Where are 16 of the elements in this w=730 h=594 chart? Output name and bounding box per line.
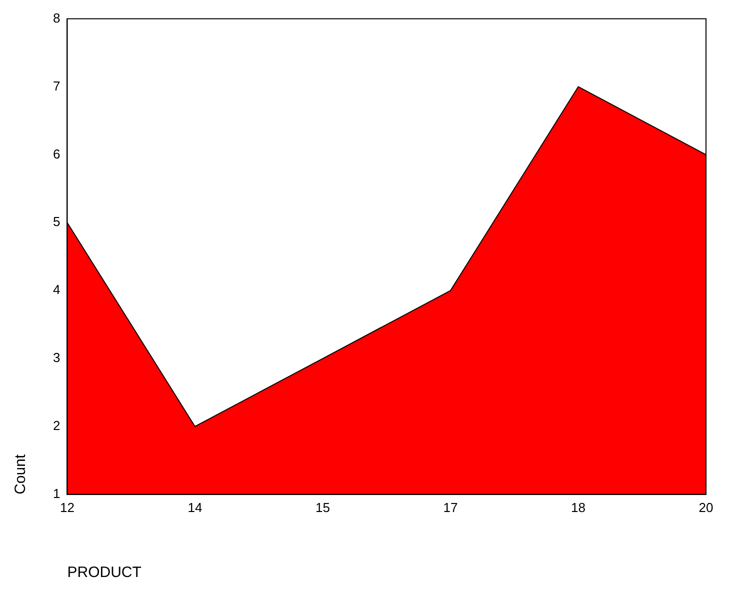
y-axis-title: Count xyxy=(12,454,30,494)
y-tick-label: 6 xyxy=(52,146,60,162)
y-tick-label: 5 xyxy=(52,214,60,230)
y-tick-label: 2 xyxy=(52,418,60,434)
y-tick-label: 7 xyxy=(52,78,60,94)
x-tick-label: 20 xyxy=(698,500,714,515)
x-tick-label: 17 xyxy=(443,500,458,515)
x-tick-label: 14 xyxy=(188,500,202,515)
y-tick-label: 8 xyxy=(52,10,60,26)
x-tick-label: 12 xyxy=(60,500,74,515)
y-tick-label: 3 xyxy=(52,350,60,366)
x-axis-title: PRODUCT xyxy=(67,564,142,582)
y-tick-label: 1 xyxy=(52,486,60,501)
x-tick-label: 18 xyxy=(571,500,586,515)
x-tick-label: 15 xyxy=(316,500,330,515)
y-tick-label: 4 xyxy=(52,282,60,298)
